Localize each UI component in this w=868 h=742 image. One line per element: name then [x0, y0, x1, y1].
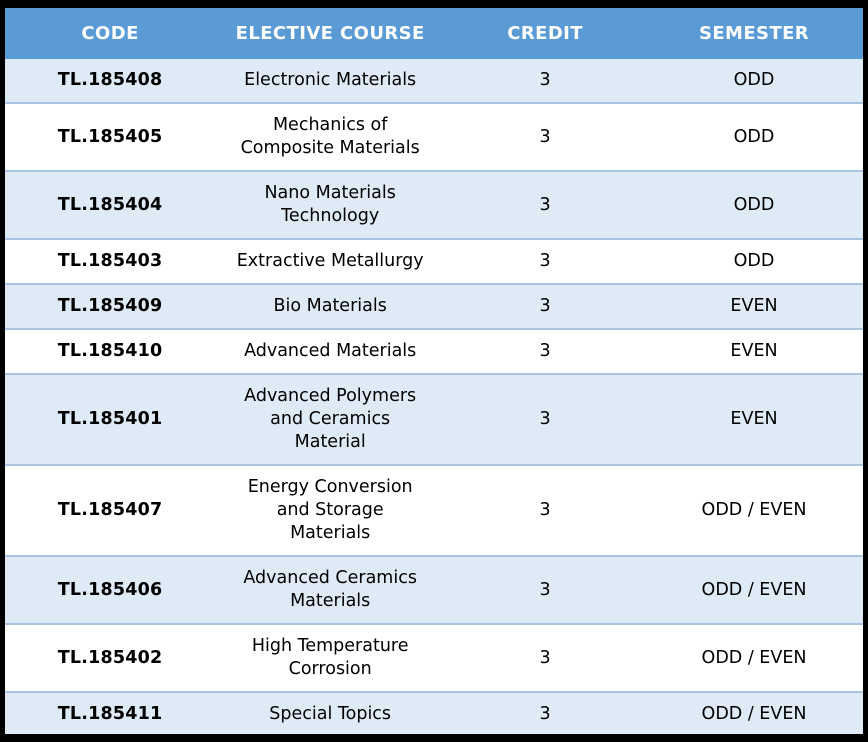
cell-code: TL.185404 [57, 194, 163, 215]
cell-credit: 3 [539, 579, 551, 600]
cell-semester: ODD / EVEN [701, 704, 807, 724]
table-body: TL.185408 Electronic Materials 3 ODD TL.1854… [5, 59, 863, 734]
table-row: TL.185406 Advanced Ceramics Materials 3 ODD… [5, 556, 863, 624]
cell-credit: 3 [539, 704, 551, 724]
cell-semester: ODD [733, 126, 775, 147]
cell-course: Advanced Ceramics Materials [243, 568, 417, 611]
cell-semester: ODD / EVEN [701, 500, 807, 520]
table-row: TL.185411 Special Topics 3 ODD / EVEN [5, 692, 863, 734]
cell-semester: EVEN [730, 341, 778, 361]
elective-courses-table: CODE ELECTIVE COURSE CREDIT SEMESTER TL.… [5, 8, 863, 734]
table-row: TL.185403 Extractive Metallurgy 3 ODD [5, 239, 863, 284]
cell-semester: ODD / EVEN [701, 647, 807, 668]
cell-course: Advanced Materials [244, 341, 417, 361]
cell-credit: 3 [539, 409, 551, 429]
cell-credit: 3 [539, 500, 551, 520]
cell-course: Mechanics of Composite Materials [240, 115, 420, 158]
cell-code: TL.185410 [57, 341, 163, 361]
cell-code: TL.185407 [57, 500, 163, 520]
table-row: TL.185408 Electronic Materials 3 ODD [5, 59, 863, 103]
cell-credit: 3 [539, 341, 551, 361]
header-row: CODE ELECTIVE COURSE CREDIT SEMESTER [5, 8, 863, 59]
column-header-code: CODE [5, 8, 216, 59]
cell-code: TL.185406 [57, 579, 163, 600]
cell-course: Extractive Metallurgy [236, 251, 424, 271]
cell-semester: ODD / EVEN [701, 579, 807, 600]
cell-semester: EVEN [730, 296, 778, 316]
cell-semester: EVEN [730, 409, 778, 429]
cell-semester: ODD [733, 70, 775, 90]
cell-semester: ODD [733, 194, 775, 215]
cell-course: Special Topics [269, 704, 392, 724]
cell-code: TL.185403 [57, 251, 163, 271]
table-row: TL.185410 Advanced Materials 3 EVEN [5, 329, 863, 374]
table-row: TL.185407 Energy Conversion and Storage M… [5, 465, 863, 556]
column-header-semester: SEMESTER [645, 8, 863, 59]
cell-credit: 3 [539, 194, 551, 215]
cell-code: TL.185401 [57, 409, 163, 429]
cell-credit: 3 [539, 647, 551, 668]
cell-code: TL.185405 [57, 126, 163, 147]
cell-course: High Temperature Corrosion [251, 636, 409, 679]
column-header-credit: CREDIT [445, 8, 646, 59]
cell-code: TL.185409 [57, 296, 163, 316]
cell-credit: 3 [539, 70, 551, 90]
cell-code: TL.185408 [57, 70, 163, 90]
cell-course: Advanced Polymers and Ceramics Material [244, 386, 417, 452]
column-header-course: ELECTIVE COURSE [215, 8, 446, 59]
table-row: TL.185405 Mechanics of Composite Material… [5, 103, 863, 171]
table-row: TL.185401 Advanced Polymers and Ceramics … [5, 374, 863, 465]
cell-course: Nano Materials Technology [264, 183, 396, 226]
cell-semester: ODD [733, 251, 775, 271]
table-row: TL.185404 Nano Materials Technology 3 ODD [5, 171, 863, 239]
cell-credit: 3 [539, 296, 551, 316]
cell-credit: 3 [539, 251, 551, 271]
table-row: TL.185402 High Temperature Corrosion 3 ODD … [5, 624, 863, 692]
cell-course: Bio Materials [273, 296, 387, 316]
cell-credit: 3 [539, 126, 551, 147]
cell-course: Electronic Materials [244, 70, 417, 90]
cell-code: TL.185411 [57, 704, 163, 724]
table-row: TL.185409 Bio Materials 3 EVEN [5, 284, 863, 329]
cell-course: Energy Conversion and Storage Materials [247, 477, 413, 543]
cell-code: TL.185402 [57, 647, 163, 668]
